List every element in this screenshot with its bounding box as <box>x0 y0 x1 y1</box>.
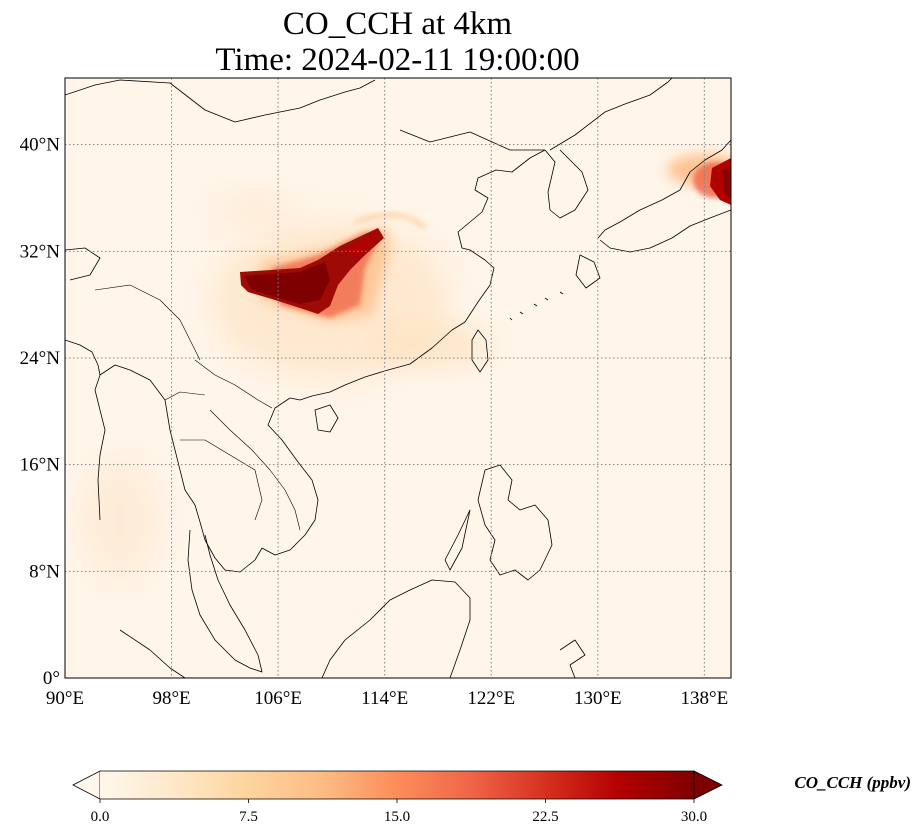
latitude-label: 24°N <box>20 348 61 369</box>
map-time-subtitle: Time: 2024-02-11 19:00:00 <box>215 42 580 78</box>
colorbar-tick-label: 7.5 <box>239 809 258 825</box>
concentration-field <box>65 78 731 678</box>
latitude-label: 32°N <box>20 241 61 262</box>
japan-plume <box>667 154 731 205</box>
colorbar-label: CO_CCH (ppbv) <box>794 773 911 792</box>
concentration-shading <box>80 154 731 580</box>
longitude-label: 122°E <box>467 688 515 709</box>
colorbar-tick-label: 0.0 <box>91 809 110 825</box>
gridlines <box>65 78 731 678</box>
central-china-plume <box>240 225 390 322</box>
latitude-label: 0° <box>43 668 60 689</box>
colorbar: 0.0 7.5 15.0 22.5 30.0 CO_CCH (ppbv) <box>72 770 911 825</box>
latitude-label: 16°N <box>20 455 61 476</box>
colorbar-gradient <box>100 771 694 799</box>
colorbar-tick-label: 15.0 <box>384 809 410 825</box>
latitude-labels: 0° 8°N 16°N 24°N 32°N 40°N <box>20 135 61 689</box>
longitude-label: 138°E <box>681 688 729 709</box>
longitude-label: 130°E <box>574 688 622 709</box>
longitude-label: 90°E <box>46 688 84 709</box>
longitude-label: 98°E <box>152 688 190 709</box>
longitude-labels: 90°E 98°E 106°E 114°E 122°E 130°E 138°E <box>46 688 728 709</box>
latitude-label: 40°N <box>20 135 61 156</box>
colorbar-extend-max <box>693 770 723 800</box>
colorbar-tick-label: 30.0 <box>681 809 707 825</box>
colorbar-extend-min <box>72 770 101 800</box>
longitude-label: 114°E <box>361 688 408 709</box>
map-title: CO_CCH at 4km <box>282 6 513 42</box>
colorbar-ticks: 0.0 7.5 15.0 22.5 30.0 <box>91 799 707 825</box>
longitude-label: 106°E <box>254 688 302 709</box>
map-frame <box>64 77 732 679</box>
latitude-label: 8°N <box>29 561 60 582</box>
colorbar-tick-label: 22.5 <box>532 809 558 825</box>
